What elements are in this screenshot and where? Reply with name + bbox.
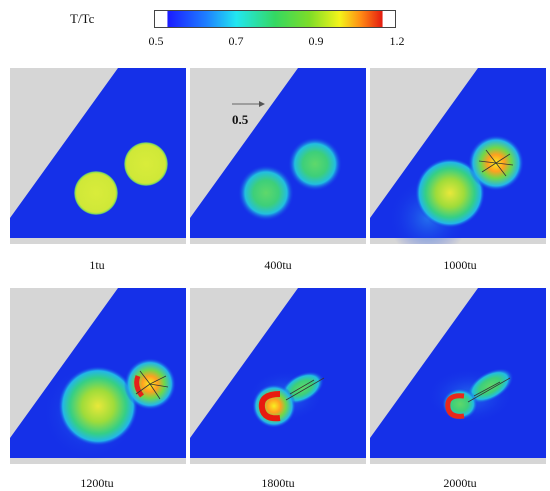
velocity-vectors (478, 149, 514, 177)
droplet (124, 142, 168, 186)
snapshot-panel-400tu (190, 68, 366, 244)
droplet (238, 165, 294, 221)
droplet (288, 137, 342, 191)
panel-caption: 1200tu (80, 476, 114, 490)
snapshot-panel-1200tu (10, 288, 186, 464)
droplet (58, 366, 138, 446)
colorbar-tick: 1.2 (389, 34, 405, 48)
droplet (74, 171, 118, 215)
velocity-vectors (467, 377, 511, 403)
droplet (252, 384, 296, 428)
droplet (415, 158, 485, 228)
panel-caption: 1tu (89, 258, 105, 272)
snapshot-panel-2000tu (370, 288, 546, 464)
colorbar-tick: 0.9 (308, 34, 324, 48)
snapshot-panel-1000tu (370, 68, 546, 244)
panel-caption: 1800tu (261, 476, 295, 490)
snapshot-panel-1tu (10, 68, 186, 244)
snapshot-panel-1800tu (190, 288, 366, 464)
panel-caption: 1000tu (443, 258, 477, 272)
colorbar (154, 10, 396, 28)
panel-caption: 400tu (264, 258, 292, 272)
velocity-vectors (285, 377, 325, 401)
colorbar-tick: 0.7 (228, 34, 244, 48)
colorbar-title: T/Tc (70, 11, 95, 26)
reference-vector-label: 0.5 (232, 112, 249, 127)
velocity-vectors (135, 370, 169, 400)
panel-caption: 2000tu (443, 476, 477, 490)
colorbar-tick: 0.5 (148, 34, 164, 48)
